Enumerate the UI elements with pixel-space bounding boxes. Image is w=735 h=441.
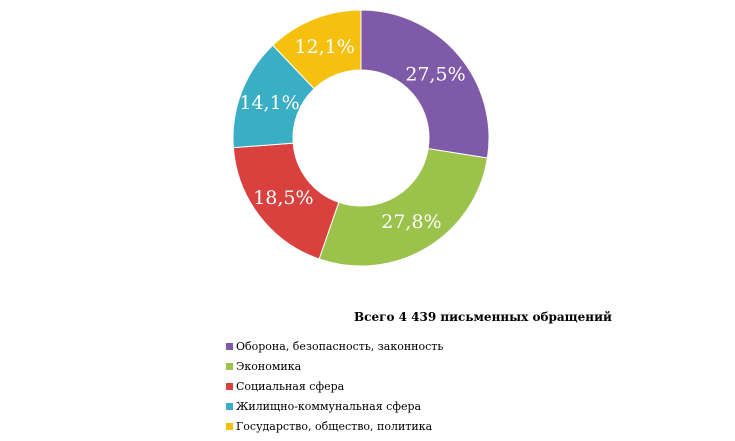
legend-label: Жилищно-коммунальная сфера: [236, 399, 422, 413]
chart-slices: [232, 9, 490, 267]
doughnut-slice: [318, 148, 488, 267]
legend-item: Жилищно-коммунальная сфера: [226, 396, 443, 416]
legend-item: Государство, общество, политика: [226, 416, 443, 436]
legend-item: Экономика: [226, 356, 443, 376]
chart-data-labels: 27,5% 27,8% 18,5% 14,1% 12,1%: [239, 36, 465, 233]
legend-label: Государство, общество, политика: [236, 419, 433, 433]
slice-data-label: 14,1%: [239, 92, 299, 114]
legend-label: Социальная сфера: [236, 379, 345, 393]
legend-swatch: [226, 402, 233, 410]
legend-swatch: [226, 382, 233, 390]
legend-label: Оборона, безопасность, законность: [236, 339, 444, 353]
legend-swatch: [226, 362, 233, 370]
legend-item: Социальная сфера: [226, 376, 443, 396]
slice-data-label: 18,5%: [253, 187, 313, 209]
legend-swatch: [226, 422, 233, 430]
doughnut-slice: [360, 9, 490, 159]
chart-legend: Оборона, безопасность, законность Экономи…: [226, 336, 443, 436]
chart-title: Всего 4 439 письменных обращений: [354, 310, 612, 324]
slice-data-label: 27,8%: [381, 211, 441, 233]
doughnut-slice: [272, 9, 362, 90]
legend-item: Оборона, безопасность, законность: [226, 336, 443, 356]
legend-swatch: [226, 342, 233, 350]
slice-data-label: 27,5%: [405, 63, 465, 85]
legend-label: Экономика: [236, 359, 302, 373]
slice-data-label: 12,1%: [294, 36, 354, 58]
